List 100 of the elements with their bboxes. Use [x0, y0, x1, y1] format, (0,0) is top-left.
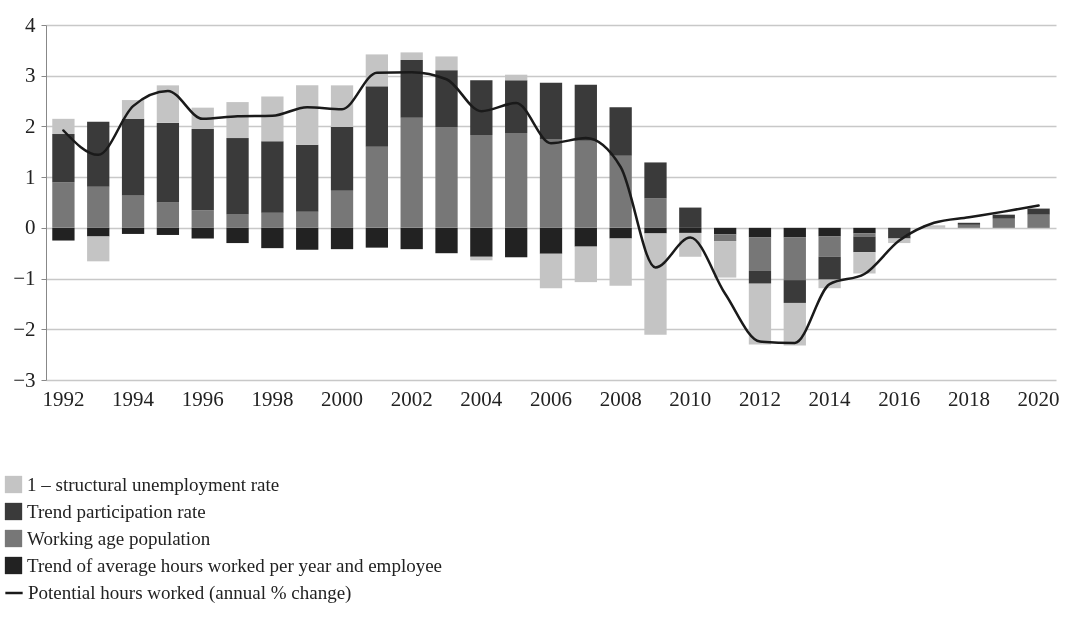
bar: [400, 52, 423, 60]
bar: [574, 227, 597, 247]
legend-label: Trend participation rate: [27, 500, 206, 522]
bar: [87, 121, 110, 187]
bar: [748, 237, 772, 271]
bar: [261, 212, 284, 228]
bar: [261, 227, 284, 249]
bar: [679, 207, 702, 228]
bar: [539, 82, 563, 140]
bar: [121, 118, 145, 196]
bar: [644, 198, 667, 228]
y-tick-label: −2: [13, 316, 36, 341]
bar: [400, 227, 423, 250]
bar: [470, 135, 493, 228]
bar: [156, 202, 180, 228]
bar: [783, 237, 806, 281]
bar: [365, 227, 389, 248]
x-tick-label: 2004: [460, 386, 503, 411]
bar: [435, 56, 458, 71]
bar: [470, 80, 493, 136]
bar: [400, 117, 423, 228]
y-tick-label: −3: [13, 367, 36, 392]
bar: [52, 227, 75, 241]
bar: [52, 182, 75, 228]
bar: [853, 236, 876, 253]
bar: [818, 236, 841, 257]
bar: [330, 227, 354, 250]
bar: [818, 227, 841, 237]
x-tick-label: 2020: [1017, 386, 1060, 411]
bar: [609, 155, 632, 228]
bar: [296, 227, 319, 250]
x-tick-label: 2014: [808, 386, 852, 411]
x-tick-label: 1998: [251, 386, 294, 411]
bar: [156, 122, 180, 203]
bar: [748, 270, 772, 284]
bar: [505, 80, 528, 134]
bar: [748, 227, 772, 238]
bar: [226, 138, 249, 215]
bar: [330, 126, 354, 191]
bar: [435, 227, 458, 254]
bar: [435, 126, 458, 228]
bar: [121, 195, 145, 228]
bar: [226, 214, 249, 228]
x-tick-label: 2002: [390, 386, 433, 411]
bar: [505, 227, 528, 258]
bar: [853, 252, 876, 274]
bar: [992, 218, 1015, 228]
y-tick-label: −1: [13, 266, 36, 291]
x-tick-label: 2010: [669, 386, 712, 411]
x-tick-label: 2000: [321, 386, 364, 411]
bar: [679, 227, 702, 233]
bar: [87, 236, 110, 262]
bar: [539, 139, 563, 228]
bar: [853, 233, 876, 237]
x-tick-label: 2012: [738, 386, 781, 411]
bar: [330, 190, 354, 228]
bar: [783, 280, 806, 303]
bar: [539, 227, 563, 254]
bar: [713, 227, 737, 235]
bar: [783, 227, 806, 238]
bar: [191, 227, 214, 239]
bar: [609, 227, 632, 239]
legend-label: Working age population: [27, 527, 211, 549]
bar: [156, 85, 180, 123]
y-tick-label: 1: [25, 164, 36, 189]
x-tick-label: 1992: [42, 386, 85, 411]
bar: [574, 140, 597, 228]
bar: [365, 86, 389, 147]
bar: [296, 211, 319, 228]
bar: [191, 210, 214, 228]
bar: [713, 234, 737, 242]
bar: [1027, 214, 1050, 228]
bar: [853, 227, 876, 234]
bar: [261, 141, 284, 213]
bar: [121, 227, 145, 234]
bar: [52, 134, 75, 183]
bar: [87, 186, 110, 228]
legend-label: 1 – structural unemployment rate: [27, 473, 280, 495]
bar: [296, 144, 319, 212]
x-tick-label: 2008: [599, 386, 642, 411]
bar: [400, 59, 423, 118]
bar: [87, 227, 110, 237]
bar: [644, 227, 667, 234]
line-series: [62, 70, 1040, 345]
bar: [992, 214, 1015, 219]
bar: [470, 227, 493, 257]
bar: [609, 107, 632, 156]
bar: [226, 227, 249, 244]
bar: [818, 256, 841, 280]
x-tick-label: 1994: [112, 386, 155, 411]
y-tick-label: 4: [25, 12, 36, 37]
bar: [365, 146, 389, 228]
x-tick-label: 1996: [181, 386, 224, 411]
bar: [574, 84, 597, 141]
bar: [156, 227, 180, 235]
y-tick-label: 3: [25, 63, 36, 88]
x-tick-label: 2016: [878, 386, 921, 411]
x-tick-label: 2006: [530, 386, 572, 411]
bar: [435, 70, 458, 127]
y-tick-label: 0: [25, 215, 36, 240]
